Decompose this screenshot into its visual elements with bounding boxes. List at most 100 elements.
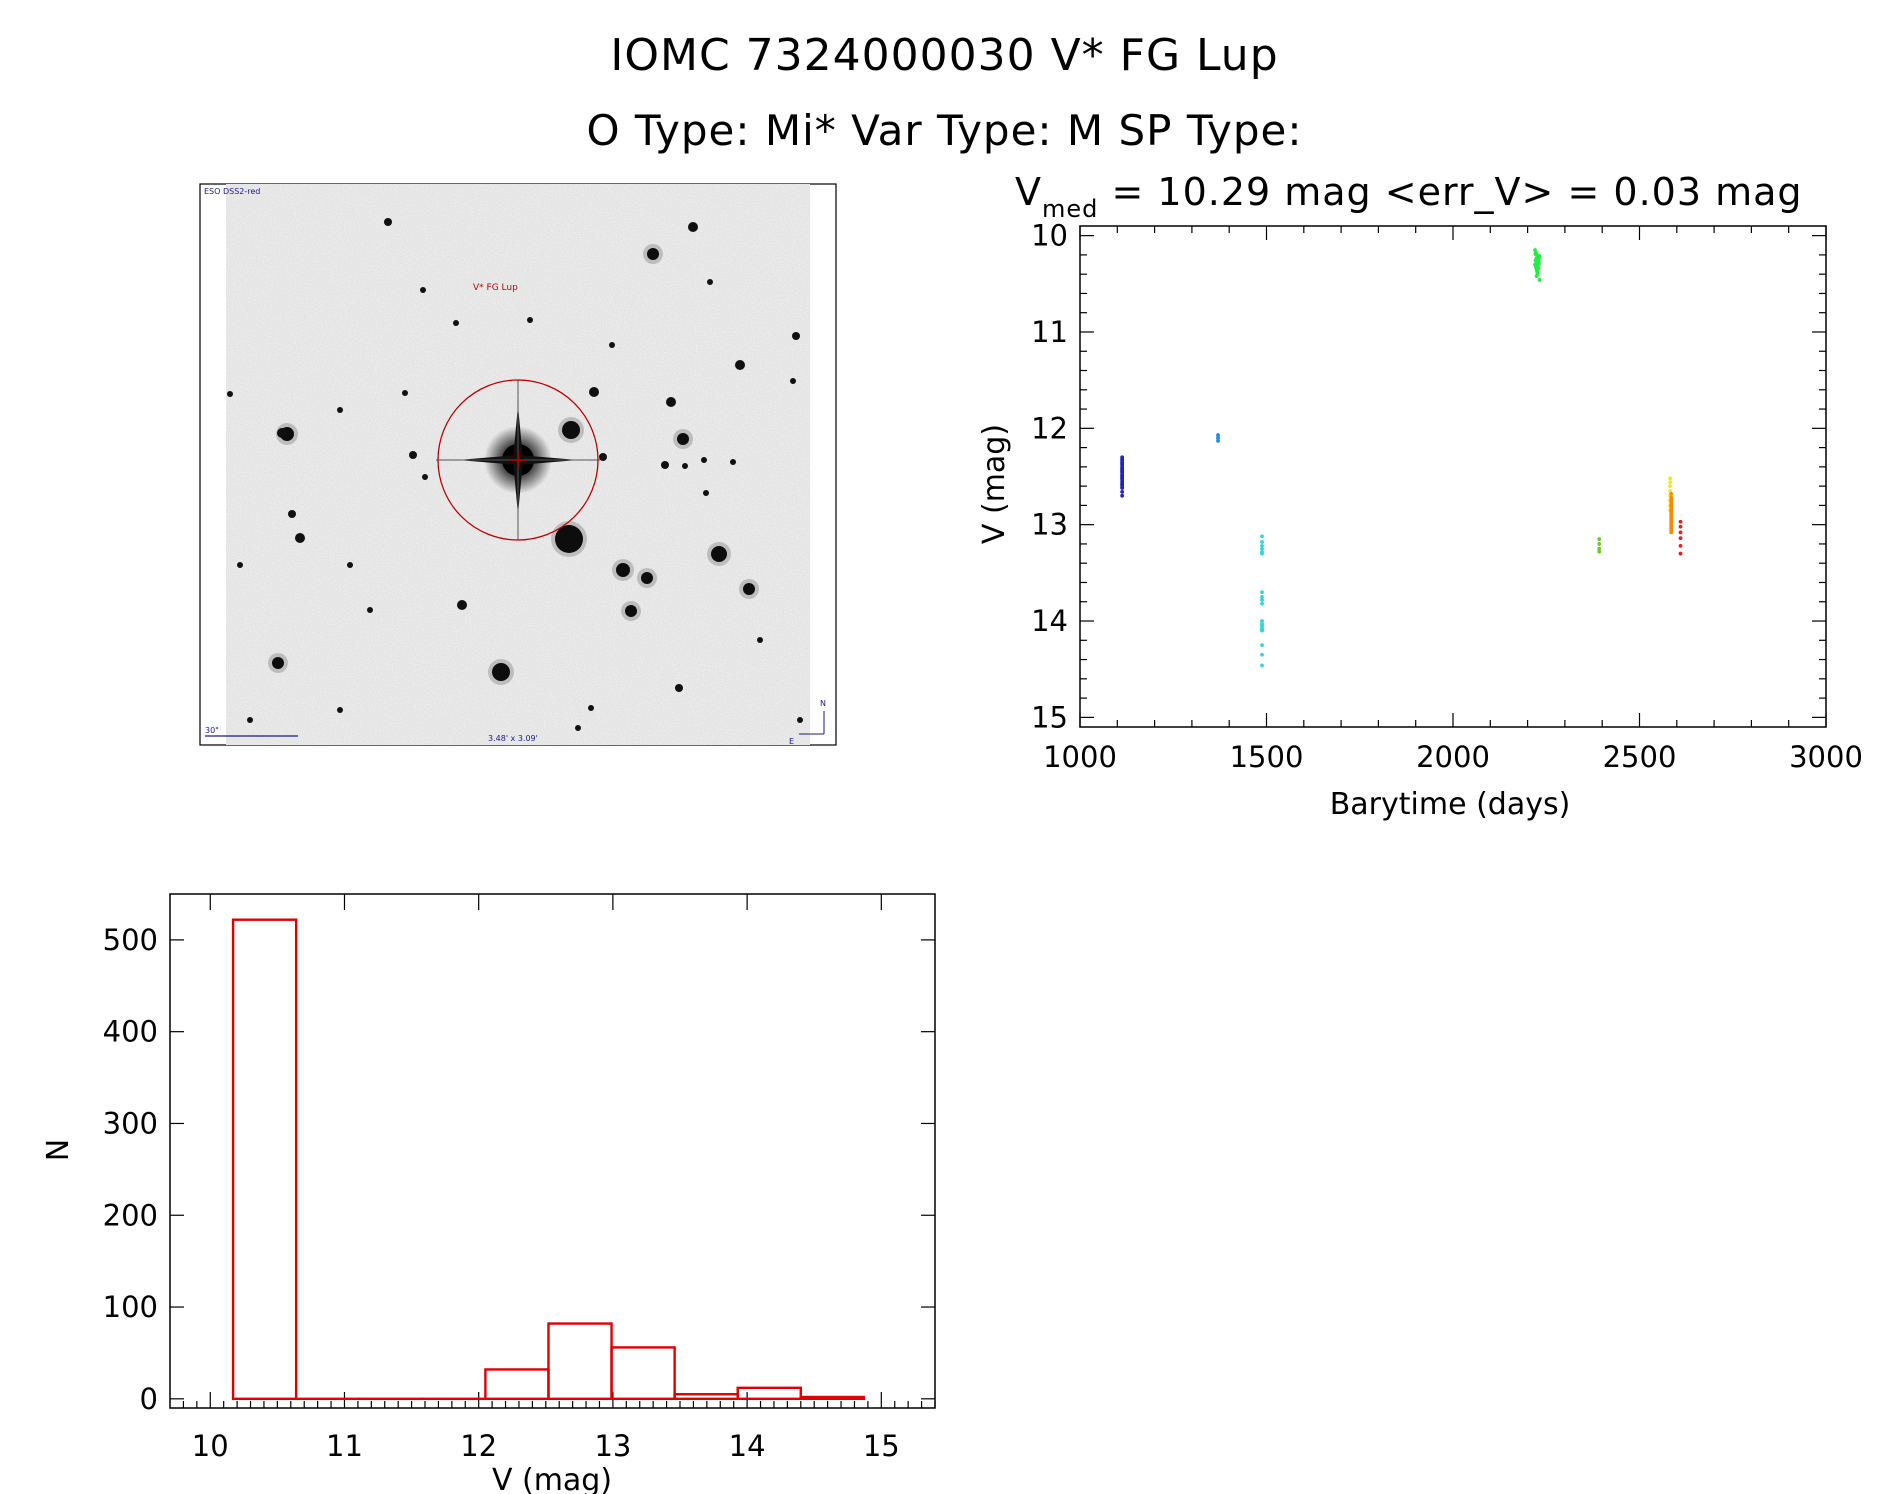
field-star <box>420 287 426 293</box>
field-star-halo <box>488 659 514 685</box>
light-curve-point <box>1597 542 1602 546</box>
light-curve-points <box>1120 248 1683 668</box>
light-curve-point <box>1120 460 1125 464</box>
field-star <box>402 390 408 396</box>
histogram-bar <box>547 1322 613 1401</box>
light-curve-point <box>1678 524 1683 529</box>
light-curve-ytick-label: 10 <box>1031 219 1068 253</box>
light-curve-point <box>1260 590 1264 595</box>
field-star <box>625 605 637 617</box>
field-star <box>288 510 296 518</box>
field-star <box>562 421 580 439</box>
light-curve-ytick-label: 11 <box>1031 315 1068 349</box>
light-curve-point <box>1669 528 1674 533</box>
histogram-axes: 10 11 12 13 14 15 0 100 200 300 400 500 <box>103 893 936 1463</box>
field-star <box>790 378 796 384</box>
field-star <box>384 218 392 226</box>
light-curve-point <box>1534 265 1539 270</box>
field-star <box>337 407 343 413</box>
light-curve-point <box>1669 501 1674 506</box>
histogram-frame <box>169 893 936 1409</box>
field-star <box>647 248 659 260</box>
light-curve-point <box>1678 536 1683 541</box>
light-curve-xtick-label: 2500 <box>1603 740 1677 774</box>
light-curve-point <box>1120 493 1125 498</box>
field-star <box>272 657 284 669</box>
field-star <box>247 717 253 723</box>
field-star <box>677 433 689 445</box>
field-star-halo <box>551 521 587 557</box>
field-star <box>797 717 803 723</box>
finder-corner-label: ESO DSS2-red <box>204 187 260 196</box>
histogram-xtick-label: 11 <box>326 1429 363 1463</box>
field-star <box>575 725 581 731</box>
field-star <box>707 279 713 285</box>
light-curve-point <box>1260 652 1264 657</box>
light-curve-point <box>1260 549 1264 554</box>
histogram-bars <box>231 918 866 1401</box>
histogram-bar <box>799 1395 866 1401</box>
finder-north-label: N <box>820 699 826 708</box>
field-star <box>457 600 467 610</box>
histogram-bar <box>610 1346 676 1401</box>
finder-size-label: 3.48' x 3.09' <box>488 734 538 743</box>
light-curve-point <box>1535 269 1540 274</box>
histogram-ytick-label: 100 <box>103 1290 158 1324</box>
histogram-bar <box>231 918 298 1401</box>
light-curve-point <box>1669 497 1674 502</box>
field-star-halo <box>673 429 693 449</box>
field-star-halo <box>621 601 641 621</box>
field-star <box>757 637 763 643</box>
light-curve-point <box>1260 663 1264 668</box>
histogram-xtick-label: 15 <box>863 1429 900 1463</box>
light-curve-point <box>1260 627 1264 632</box>
light-curve-point <box>1537 278 1542 282</box>
field-star <box>422 474 428 480</box>
field-star <box>277 428 287 438</box>
light-curve-point <box>1668 476 1672 481</box>
field-star <box>701 457 707 463</box>
light-curve-point <box>1260 540 1264 544</box>
field-star <box>453 320 459 326</box>
light-curve-point <box>1597 549 1602 554</box>
finder-east-label: E <box>789 737 794 746</box>
light-curve-ylabel: V (mag) <box>977 424 1012 544</box>
field-star <box>743 583 755 595</box>
histogram-chart: 10 11 12 13 14 15 0 100 200 300 400 500 V (mag) N <box>41 893 936 1494</box>
field-star <box>527 317 533 323</box>
field-star <box>735 360 745 370</box>
light-curve-point <box>1597 537 1602 542</box>
field-star <box>589 387 599 397</box>
light-curve-point <box>1678 519 1683 524</box>
light-curve-point <box>1260 643 1264 648</box>
field-star-halo <box>268 653 288 673</box>
field-star <box>682 463 688 469</box>
field-star-halo <box>612 559 634 581</box>
finder-chart: ESO DSS2-red V* FG Lup 30" 3.48' x 3.09'… <box>199 183 837 746</box>
light-curve-point <box>1678 543 1683 548</box>
figure-subtitle: O Type: Mi* Var Type: M SP Type: <box>586 106 1303 155</box>
light-curve-xtick-label: 2000 <box>1416 740 1490 774</box>
light-curve-title-base: V <box>1015 170 1042 214</box>
light-curve-title-rest: = 10.29 mag <err_V> = 0.03 mag <box>1098 170 1802 214</box>
field-star <box>237 562 243 568</box>
field-star <box>609 342 615 348</box>
figure-title: IOMC 7324000030 V* FG Lup <box>610 30 1279 81</box>
histogram-ytick-label: 0 <box>140 1382 158 1416</box>
field-star <box>641 572 653 584</box>
light-curve-point <box>1216 436 1220 440</box>
histogram-ytick-label: 400 <box>103 1015 158 1049</box>
light-curve-point <box>1669 516 1674 521</box>
light-curve-point <box>1536 262 1541 267</box>
field-star-halo <box>739 579 759 599</box>
light-curve-point <box>1260 534 1264 539</box>
light-curve-point <box>1120 475 1125 480</box>
light-curve-xlabel: Barytime (days) <box>1330 787 1571 822</box>
field-star <box>703 490 709 496</box>
light-curve-point <box>1536 257 1540 262</box>
histogram-bar <box>484 1368 550 1401</box>
light-curve-point <box>1669 509 1674 514</box>
field-star <box>666 397 676 407</box>
field-star <box>367 607 373 613</box>
